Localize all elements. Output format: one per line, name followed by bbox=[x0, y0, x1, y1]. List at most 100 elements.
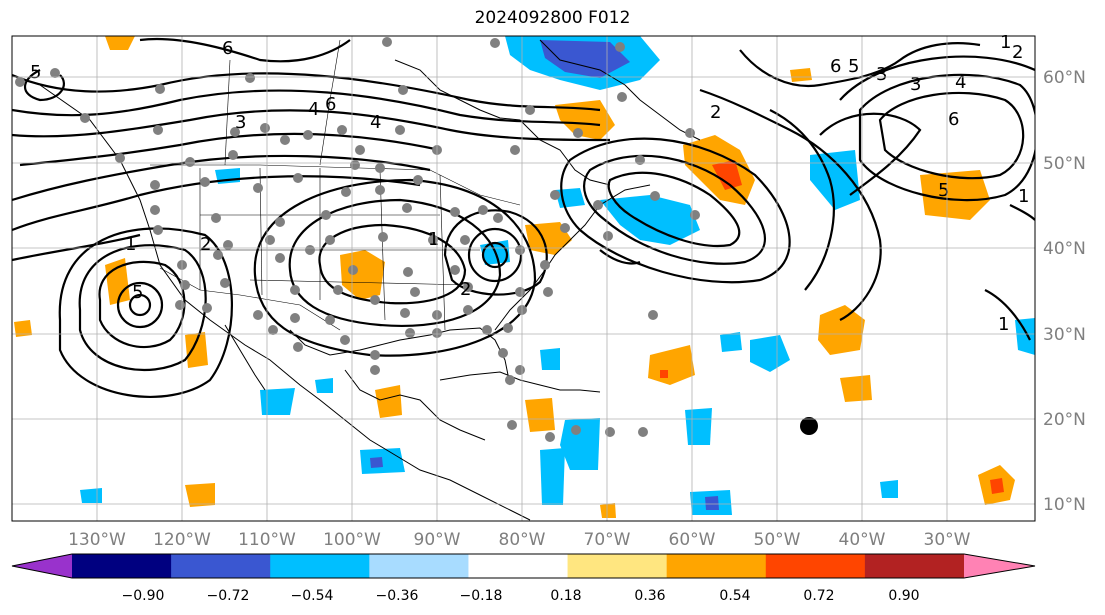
colorbar-segment bbox=[72, 554, 172, 578]
latitude-label: 30°N bbox=[1043, 325, 1086, 345]
anomaly-patch-positive bbox=[185, 483, 215, 507]
colorbar-tick-label: −0.36 bbox=[376, 588, 419, 604]
colorbar-segment bbox=[666, 554, 767, 578]
contour-label: 5 bbox=[30, 62, 41, 83]
contour-label: 5 bbox=[132, 282, 143, 303]
contour-label: 2 bbox=[1012, 42, 1023, 63]
longitude-label: 30°W bbox=[924, 530, 971, 550]
anomaly-patch-strong-negative bbox=[370, 457, 383, 468]
colorbar-segment bbox=[567, 554, 668, 578]
contour-label: 4 bbox=[308, 99, 319, 120]
contour-label: 6 bbox=[830, 56, 841, 77]
colorbar: −0.90 −0.72 −0.54 −0.36 −0.18 0.18 0.36 … bbox=[11, 553, 1036, 604]
contour-label: 6 bbox=[222, 38, 233, 59]
longitude-label: 40°W bbox=[839, 530, 886, 550]
colorbar-tick-label: 0.90 bbox=[888, 588, 919, 604]
colorbar-tick-label: 0.18 bbox=[550, 588, 581, 604]
longitude-label: 120°W bbox=[153, 530, 211, 550]
contour-label: 4 bbox=[370, 112, 381, 133]
anomaly-patch-negative bbox=[540, 448, 565, 505]
contour-label: 5 bbox=[848, 56, 859, 77]
longitude-label: 80°W bbox=[499, 530, 546, 550]
storm-position-marker bbox=[800, 417, 818, 435]
contour-label: 2 bbox=[200, 234, 211, 255]
anomaly-patch-positive bbox=[105, 258, 130, 305]
colorbar-tick-label: −0.72 bbox=[207, 588, 250, 604]
colorbar-segment bbox=[270, 554, 370, 578]
anomaly-patch-positive bbox=[14, 320, 32, 337]
contour-label: 6 bbox=[325, 94, 336, 115]
colorbar-segment bbox=[765, 554, 866, 578]
lat-lon-grid bbox=[12, 36, 1035, 521]
anomaly-patch-negative bbox=[600, 195, 700, 245]
anomaly-patch-strong-positive bbox=[712, 160, 742, 190]
contour-label: 3 bbox=[910, 74, 921, 95]
anomaly-patch-positive bbox=[790, 68, 812, 82]
anomaly-patch-positive bbox=[105, 36, 135, 50]
anomaly-patch-negative bbox=[810, 150, 860, 210]
contour-label: 2 bbox=[460, 279, 471, 300]
contour-label: 1 bbox=[1000, 32, 1011, 53]
contour-label: 3 bbox=[876, 64, 887, 85]
latitude-label: 50°N bbox=[1043, 154, 1086, 174]
anomaly-patch-negative bbox=[720, 332, 742, 352]
shaded-anomalies bbox=[14, 36, 1035, 518]
political-borders bbox=[150, 39, 521, 331]
colorbar-segment bbox=[369, 554, 469, 578]
anomaly-patch-positive bbox=[600, 503, 616, 518]
colorbar-segment bbox=[468, 554, 569, 578]
contour-label: 2 bbox=[710, 102, 721, 123]
colorbar-tick-label: −0.18 bbox=[460, 588, 503, 604]
anomaly-patch-strong-negative bbox=[705, 496, 719, 510]
contour-lines bbox=[12, 37, 1035, 398]
anomaly-patch-negative bbox=[540, 348, 560, 370]
contour-label: 6 bbox=[948, 109, 959, 130]
longitude-labels: 130°W 120°W 110°W 100°W 90°W 80°W 70°W 6… bbox=[68, 530, 971, 550]
anomaly-patch-positive bbox=[818, 305, 865, 355]
anomaly-patch-negative bbox=[360, 448, 405, 474]
colorbar-tick-label: 0.72 bbox=[803, 588, 834, 604]
colorbar-extend-high bbox=[964, 554, 1035, 578]
longitude-label: 100°W bbox=[323, 530, 381, 550]
observation-dots bbox=[15, 37, 700, 442]
colorbar-tick-label: 0.36 bbox=[634, 588, 665, 604]
colorbar-tick-label: −0.90 bbox=[122, 588, 165, 604]
contour-label: 1 bbox=[125, 234, 136, 255]
contour-label: 1 bbox=[428, 229, 439, 250]
colorbar-segment bbox=[171, 554, 271, 578]
colorbar-outline bbox=[11, 553, 1036, 579]
map-frame bbox=[11, 35, 1036, 522]
anomaly-patch-positive bbox=[525, 398, 555, 432]
longitude-label: 110°W bbox=[238, 530, 296, 550]
latitude-label: 60°N bbox=[1043, 68, 1086, 88]
longitude-label: 130°W bbox=[68, 530, 126, 550]
anomaly-patch-negative bbox=[80, 488, 102, 503]
anomaly-patch-positive bbox=[920, 170, 990, 220]
anomaly-patch-positive bbox=[185, 332, 208, 368]
contour-label: 1 bbox=[1018, 186, 1029, 207]
colorbar-tick-label: 0.54 bbox=[719, 588, 750, 604]
anomaly-patch-negative bbox=[685, 408, 712, 445]
colorbar-extend-low bbox=[12, 554, 72, 578]
latitude-label: 10°N bbox=[1043, 495, 1086, 515]
colorbar-tick-labels: −0.90 −0.72 −0.54 −0.36 −0.18 0.18 0.36 … bbox=[122, 588, 920, 604]
anomaly-patch-negative bbox=[555, 188, 585, 208]
map-title: 2024092800 F012 bbox=[474, 8, 631, 28]
latitude-label: 40°N bbox=[1043, 239, 1086, 259]
anomaly-patch-negative bbox=[750, 335, 790, 372]
map-background bbox=[12, 36, 1035, 521]
contour-label: 4 bbox=[955, 72, 966, 93]
longitude-label: 90°W bbox=[414, 530, 461, 550]
anomaly-patch-negative bbox=[315, 378, 333, 393]
contour-label-group: 6 5 6 3 4 1 2 1 5 4 3 2 1 2 6 5 3 4 6 5 … bbox=[30, 32, 1029, 335]
anomaly-patch-strong-positive bbox=[660, 370, 668, 378]
contour-label: 5 bbox=[938, 180, 949, 201]
contour-label: 1 bbox=[998, 314, 1009, 335]
anomaly-patch-positive bbox=[648, 345, 695, 385]
anomaly-patch-positive bbox=[840, 375, 872, 402]
anomaly-patch-positive bbox=[375, 385, 402, 418]
anomaly-patch-negative bbox=[560, 418, 600, 470]
anomaly-patch-negative bbox=[260, 388, 295, 415]
anomaly-patch-negative bbox=[1015, 318, 1035, 355]
